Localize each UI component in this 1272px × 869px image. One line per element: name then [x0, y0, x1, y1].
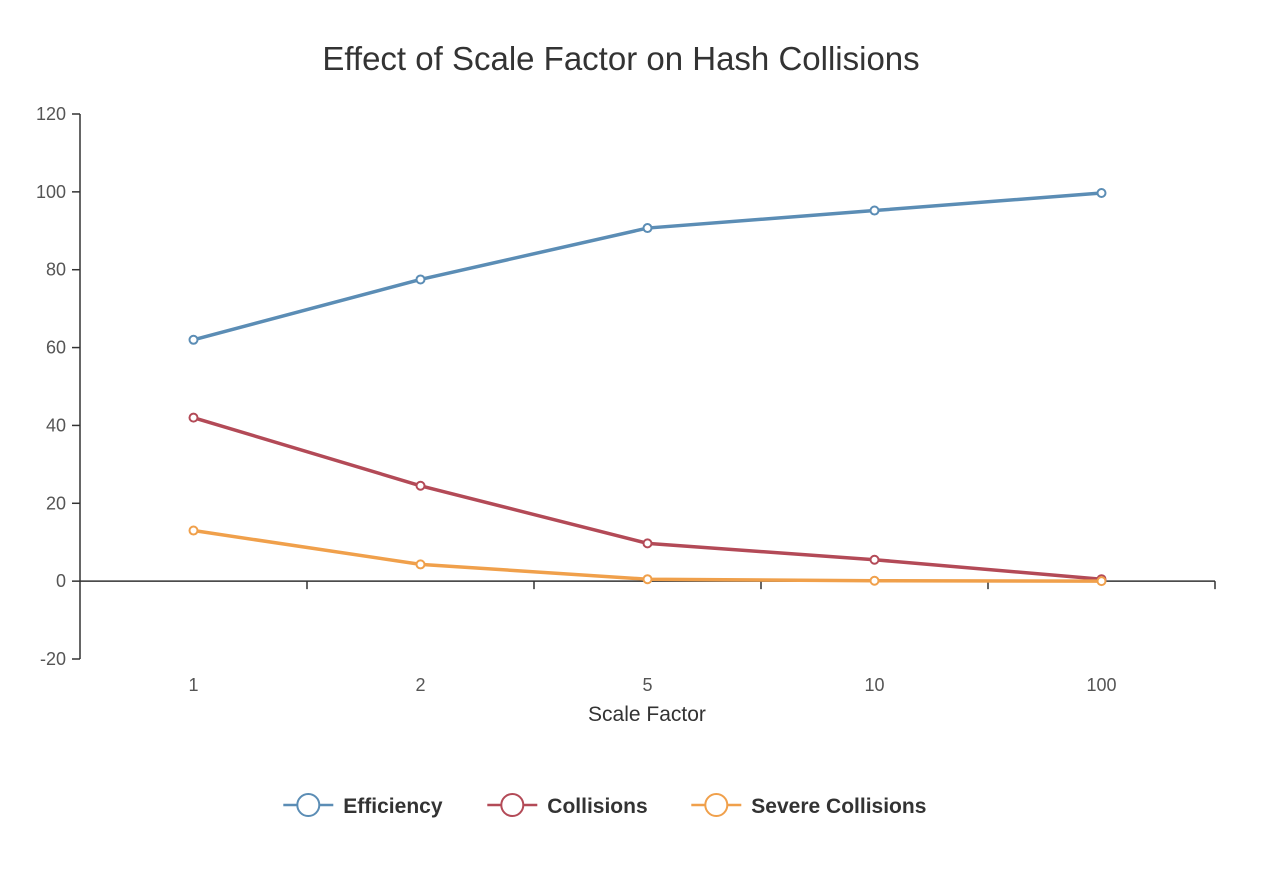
legend-item-collisions[interactable]: Collisions [487, 793, 648, 818]
series-layer [188, 188, 1107, 587]
legend: Efficiency Collisions Severe Collisions [283, 793, 926, 818]
series-collisions [188, 412, 1107, 585]
data-point[interactable] [869, 575, 880, 586]
legend-label: Collisions [547, 795, 647, 818]
y-tick-label: 40 [46, 415, 66, 435]
y-axis: -20 0 20 40 60 80 100 120 [36, 104, 81, 669]
legend-item-efficiency[interactable]: Efficiency [283, 793, 443, 818]
x-tick-label: 5 [642, 675, 652, 695]
chart-title: Effect of Scale Factor on Hash Collision… [322, 40, 919, 77]
data-point[interactable] [188, 525, 199, 536]
x-tick-label: 1 [188, 675, 198, 695]
data-point[interactable] [1096, 576, 1107, 587]
series-line [191, 528, 1104, 583]
data-point[interactable] [869, 554, 880, 565]
data-point[interactable] [642, 574, 653, 585]
y-tick-label: 20 [46, 493, 66, 513]
x-axis: 1 2 5 10 100 [80, 580, 1216, 695]
legend-swatch-marker [500, 793, 525, 817]
y-tick-label: 100 [36, 182, 66, 202]
y-tick-label: 60 [46, 338, 66, 358]
y-tick-label: -20 [40, 649, 66, 669]
series-severe-collisions [188, 525, 1107, 587]
data-point[interactable] [188, 334, 199, 345]
series-line [191, 415, 1104, 581]
data-point[interactable] [415, 274, 426, 285]
x-tick-label: 100 [1086, 675, 1116, 695]
data-point[interactable] [869, 205, 880, 216]
legend-label: Efficiency [343, 795, 443, 818]
data-point[interactable] [642, 538, 653, 549]
legend-item-severe-collisions[interactable]: Severe Collisions [691, 793, 926, 818]
series-efficiency [188, 188, 1107, 345]
data-point[interactable] [415, 480, 426, 491]
legend-label: Severe Collisions [751, 795, 926, 818]
series-line [191, 191, 1104, 342]
data-point[interactable] [1096, 188, 1107, 199]
x-axis-title: Scale Factor [588, 703, 706, 726]
y-tick-label: 0 [56, 571, 66, 591]
y-tick-label: 80 [46, 260, 66, 280]
data-point[interactable] [188, 412, 199, 423]
y-tick-label: 120 [36, 104, 66, 124]
data-point[interactable] [415, 559, 426, 570]
legend-swatch-marker [296, 793, 321, 817]
x-tick-label: 2 [415, 675, 425, 695]
data-point[interactable] [642, 223, 653, 234]
x-tick-label: 10 [864, 675, 884, 695]
legend-swatch-marker [704, 793, 729, 817]
